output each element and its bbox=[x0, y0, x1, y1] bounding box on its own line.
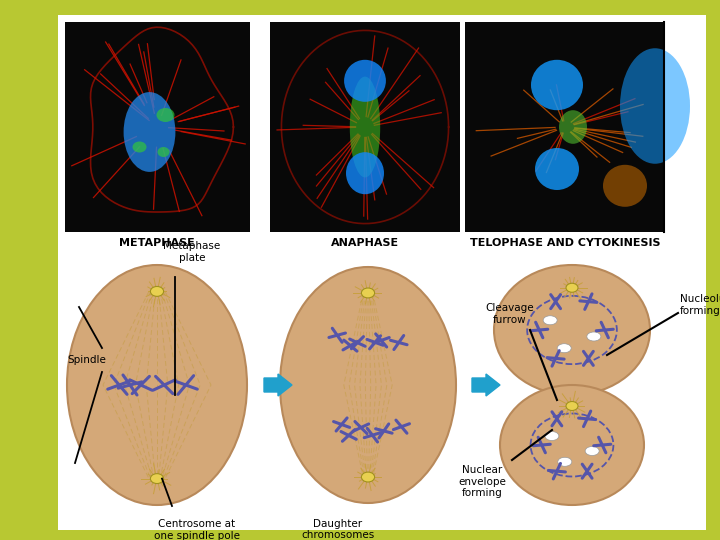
FancyArrow shape bbox=[472, 374, 500, 396]
Ellipse shape bbox=[124, 92, 176, 172]
Ellipse shape bbox=[150, 474, 163, 483]
Ellipse shape bbox=[346, 152, 384, 194]
Ellipse shape bbox=[67, 265, 247, 505]
Ellipse shape bbox=[494, 265, 650, 395]
Bar bbox=[270, 22, 460, 232]
Ellipse shape bbox=[132, 141, 146, 152]
Ellipse shape bbox=[500, 385, 644, 505]
Ellipse shape bbox=[603, 165, 647, 207]
Text: Centrosome at
one spindle pole: Centrosome at one spindle pole bbox=[154, 519, 240, 540]
Ellipse shape bbox=[566, 402, 578, 410]
Text: Spindle: Spindle bbox=[67, 355, 106, 365]
Ellipse shape bbox=[620, 48, 690, 164]
Ellipse shape bbox=[585, 447, 599, 456]
Bar bbox=[465, 22, 665, 232]
Ellipse shape bbox=[361, 288, 374, 298]
Text: Nuclear
envelope
forming: Nuclear envelope forming bbox=[458, 465, 506, 498]
Text: Daughter
chromosomes: Daughter chromosomes bbox=[302, 519, 374, 540]
Bar bbox=[65, 22, 250, 232]
Ellipse shape bbox=[557, 343, 571, 353]
Ellipse shape bbox=[361, 472, 374, 482]
Ellipse shape bbox=[535, 148, 579, 190]
Ellipse shape bbox=[545, 431, 559, 441]
Text: Cleavage
furrow: Cleavage furrow bbox=[486, 303, 534, 325]
Ellipse shape bbox=[344, 60, 386, 102]
Ellipse shape bbox=[587, 332, 601, 341]
Ellipse shape bbox=[543, 316, 557, 325]
Ellipse shape bbox=[280, 267, 456, 503]
Ellipse shape bbox=[150, 286, 163, 296]
Text: Metaphase
plate: Metaphase plate bbox=[163, 241, 220, 262]
Text: ANAPHASE: ANAPHASE bbox=[331, 238, 399, 248]
Text: METAPHASE: METAPHASE bbox=[119, 238, 195, 248]
Ellipse shape bbox=[558, 457, 572, 467]
Ellipse shape bbox=[566, 284, 578, 292]
Ellipse shape bbox=[350, 77, 380, 178]
Text: TELOPHASE AND CYTOKINESIS: TELOPHASE AND CYTOKINESIS bbox=[469, 238, 660, 248]
Ellipse shape bbox=[156, 108, 174, 122]
Ellipse shape bbox=[158, 147, 169, 157]
Ellipse shape bbox=[559, 110, 587, 144]
FancyArrow shape bbox=[264, 374, 292, 396]
Text: Nucleolus
forming: Nucleolus forming bbox=[680, 294, 720, 316]
Ellipse shape bbox=[531, 60, 583, 110]
